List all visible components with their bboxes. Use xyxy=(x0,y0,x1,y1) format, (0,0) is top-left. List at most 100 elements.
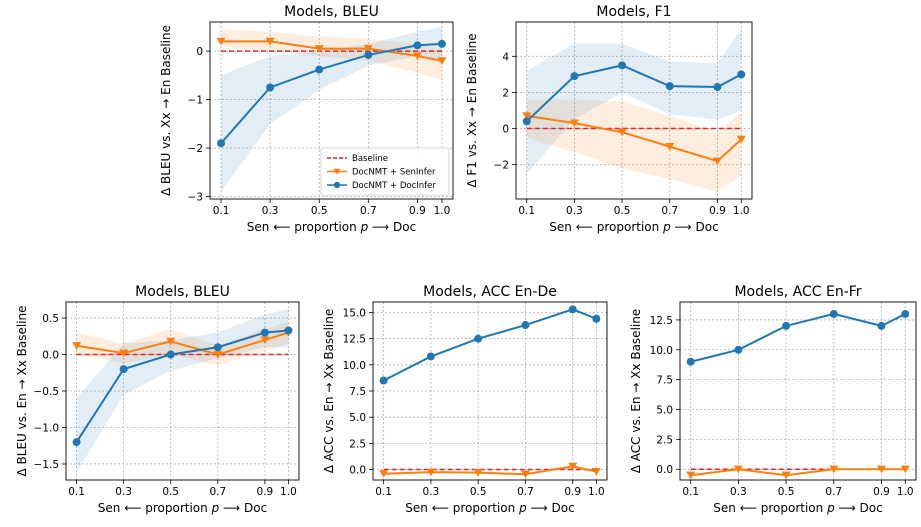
x-tick-label: 0.7 xyxy=(825,486,842,498)
x-axis-label: Sen ⟵ proportion p ⟶ Doc xyxy=(98,501,267,515)
x-tick-label: 0.7 xyxy=(360,205,377,217)
x-label-mid: proportion xyxy=(597,220,663,234)
seninfer-point xyxy=(119,349,129,358)
x-label-left: Sen ⟵ xyxy=(713,501,760,515)
seninfer-point xyxy=(686,471,696,480)
y-axis-label: Δ BLEU vs. Xx → En Baseline xyxy=(159,25,173,196)
x-axis-label: Sen ⟵ proportion p ⟶ Doc xyxy=(713,501,882,515)
seninfer-point xyxy=(426,468,436,477)
x-label-left: Sen ⟵ xyxy=(549,220,596,234)
y-tick-label: −1 xyxy=(188,95,203,107)
x-tick-label: 1.0 xyxy=(434,205,451,217)
x-tick-label: 0.9 xyxy=(873,486,890,498)
docinfer-point xyxy=(570,72,579,81)
seninfer-point xyxy=(591,468,601,476)
chart-title: Models, ACC En-Fr xyxy=(734,284,861,300)
x-tick-label: 1.0 xyxy=(280,486,297,498)
seninfer-point xyxy=(216,37,226,46)
x-tick-label: 0.1 xyxy=(375,486,392,498)
x-tick-label: 0.7 xyxy=(209,486,226,498)
x-tick-label: 0.1 xyxy=(518,205,535,217)
docinfer-point xyxy=(72,438,81,447)
legend-seninfer-label: DocNMT + SenInfer xyxy=(352,168,436,178)
y-tick-label: 2 xyxy=(502,87,509,99)
y-tick-label: 10.0 xyxy=(650,345,673,357)
y-axis-label: Δ ACC vs. En → Xx Baseline xyxy=(629,309,643,473)
docinfer-point xyxy=(119,365,128,374)
x-label-var: p xyxy=(211,501,220,515)
x-tick-label: 1.0 xyxy=(588,486,605,498)
docinfer-point xyxy=(782,321,791,330)
chart-panel-5: 0.1 0.3 0.5 0.7 0.9 1.0 0.0 2.5 5.0 7.5 10.0 12.5 Mo… xyxy=(629,284,917,515)
y-tick-label: −1.0 xyxy=(34,422,60,434)
x-tick-label: 0.7 xyxy=(517,486,534,498)
y-tick-label: 7.5 xyxy=(349,386,366,398)
y-tick-label: 12.5 xyxy=(650,315,673,327)
seninfer-point xyxy=(72,342,82,350)
seninfer-point xyxy=(379,470,389,478)
x-tick-label: 0.1 xyxy=(682,486,699,498)
docinfer-point xyxy=(166,350,175,359)
x-label-mid: proportion xyxy=(145,501,211,515)
y-tick-label: 0 xyxy=(502,124,509,136)
x-label-right: ⟶ Doc xyxy=(671,220,719,234)
docinfer-point xyxy=(592,314,601,323)
docinfer-point xyxy=(568,305,577,314)
x-label-left: Sen ⟵ xyxy=(247,220,294,234)
docinfer-band xyxy=(526,29,742,174)
docinfer-point xyxy=(713,83,722,92)
legend-box xyxy=(320,147,450,196)
seninfer-point xyxy=(733,465,743,474)
x-axis-label: Sen ⟵ proportion p ⟶ Doc xyxy=(549,220,718,234)
x-tick-label: 0.3 xyxy=(566,205,583,217)
x-axis-label: Sen ⟵ proportion p ⟶ Doc xyxy=(405,501,574,515)
axes-frame xyxy=(679,301,917,481)
docinfer-band xyxy=(221,26,442,192)
x-tick-label: 0.9 xyxy=(409,205,426,217)
docinfer-point xyxy=(426,352,435,361)
y-tick-label: 10.0 xyxy=(343,360,366,372)
docinfer-point xyxy=(521,321,530,330)
chart-panel-2: 0.1 0.3 0.5 0.7 0.9 1.0 −2 0 2 4 Models, F1 Sen ⟵ p… xyxy=(465,4,753,234)
seninfer-point xyxy=(260,336,270,344)
y-tick-label: 5.0 xyxy=(656,405,673,417)
chart-panel-4: 0.1 0.3 0.5 0.7 0.9 1.0 0.0 2.5 5.0 7.5 10.0 12.5 15… xyxy=(322,284,608,515)
x-tick-label: 0.5 xyxy=(470,486,487,498)
docinfer-point xyxy=(618,61,627,70)
axes-frame xyxy=(209,21,454,200)
legend-seninfer-marker xyxy=(333,168,341,175)
docinfer-point xyxy=(686,357,695,366)
x-tick-label: 1.0 xyxy=(733,205,750,217)
seninfer-point xyxy=(736,135,746,144)
x-label-mid: proportion xyxy=(761,501,827,515)
chart-panel-1: 0.1 0.3 0.5 0.7 0.9 1.0 0 −1 −2 −3 Models, BLEU Sen… xyxy=(159,4,454,234)
x-tick-label: 0.5 xyxy=(778,486,795,498)
seninfer-line xyxy=(221,40,443,62)
x-label-mid: proportion xyxy=(294,220,360,234)
docinfer-point xyxy=(217,139,226,148)
y-axis-label: Δ BLEU vs. En → Xx Baseline xyxy=(15,306,29,477)
x-tick-label: 0.9 xyxy=(709,205,726,217)
docinfer-line xyxy=(383,308,597,382)
docinfer-point xyxy=(413,41,422,50)
x-label-right: ⟶ Doc xyxy=(219,501,267,515)
y-tick-label: 0.0 xyxy=(42,350,59,362)
docinfer-point xyxy=(829,309,838,318)
y-tick-label: 0.0 xyxy=(349,465,366,477)
x-tick-label: 0.3 xyxy=(115,486,132,498)
y-axis-label: Δ F1 vs. Xx → En Baseline xyxy=(465,33,479,187)
x-label-var: p xyxy=(662,220,671,234)
docinfer-point xyxy=(260,328,269,337)
seninfer-point xyxy=(166,337,176,346)
y-tick-label: 12.5 xyxy=(343,334,366,346)
legend-baseline-label: Baseline xyxy=(352,154,388,164)
docinfer-point xyxy=(901,309,910,318)
y-tick-label: −2 xyxy=(494,160,509,172)
docinfer-point xyxy=(379,376,388,385)
chart-title: Models, F1 xyxy=(596,4,671,20)
seninfer-point xyxy=(568,462,578,471)
seninfer-line xyxy=(526,114,742,163)
y-tick-label: 7.5 xyxy=(656,375,673,387)
x-tick-label: 0.9 xyxy=(257,486,274,498)
